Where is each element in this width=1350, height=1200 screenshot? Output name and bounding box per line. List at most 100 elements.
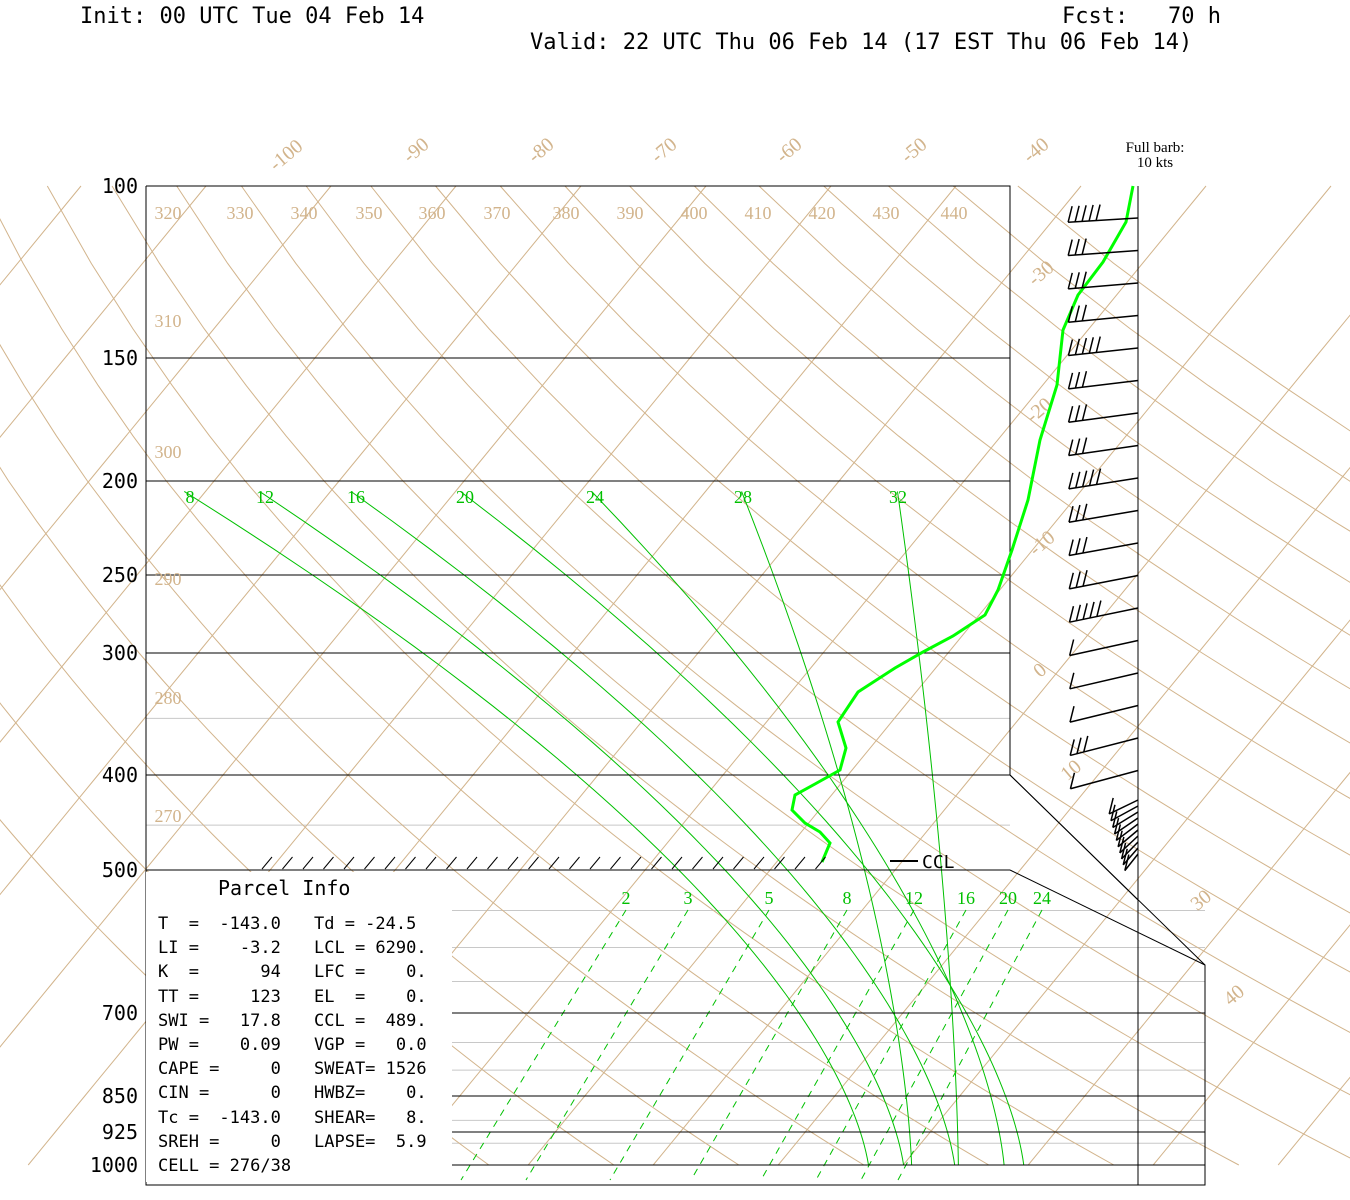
isotherm-line: [1027, 771, 1350, 1166]
parcel-info-left: CAPE = 0: [158, 1059, 281, 1080]
parcel-info-left: PW = 0.09: [158, 1035, 281, 1055]
dry-adiabat-line: [499, 185, 1350, 856]
isotherm-line: [1152, 924, 1350, 1166]
frame-edge: [1009, 774, 1139, 901]
isotherm-label: 40: [1219, 981, 1248, 1011]
parcel-info-left: TT = 123: [158, 986, 281, 1007]
wind-barb: [1119, 835, 1139, 854]
hatch-mark: [692, 856, 703, 870]
theta-label: 330: [227, 203, 254, 223]
hatch-mark: [794, 856, 806, 870]
hatch-mark: [261, 856, 273, 870]
mixing-ratio-label: 24: [1033, 888, 1051, 908]
parcel-info-right: LAPSE= 5.9: [314, 1131, 427, 1152]
dry-adiabat-line: [823, 185, 1350, 583]
moist-adiabat-line: [184, 490, 869, 1166]
isotherm-label: -100: [265, 135, 307, 175]
wind-barb: [1068, 639, 1139, 657]
mixing-ratio-line: [760, 909, 915, 1181]
wind-barb: [1069, 704, 1139, 723]
moist-adiabat-label: 20: [456, 487, 474, 507]
pressure-label: 400: [102, 763, 138, 787]
hatch-mark: [323, 856, 334, 870]
moist-adiabat-label: 12: [256, 487, 274, 507]
moist-adiabat-line: [459, 491, 1025, 1166]
mixing-ratio-label: 5: [765, 888, 774, 908]
hatch-mark: [343, 856, 355, 870]
theta-label: 370: [484, 203, 511, 223]
parcel-info-left: CELL = 276/38: [158, 1156, 292, 1176]
mixing-ratio-label: 3: [684, 888, 693, 908]
mixing-ratio-line: [460, 909, 627, 1181]
theta-label: 310: [155, 311, 182, 331]
isotherm-label: -10: [1025, 526, 1060, 560]
theta-label: 390: [617, 203, 644, 223]
theta-label: 280: [155, 688, 182, 708]
isotherm-label: 0: [1029, 659, 1051, 682]
valid-time: Valid: 22 UTC Thu 06 Feb 14 (17 EST Thu …: [530, 30, 1193, 55]
hatch-mark: [405, 856, 416, 870]
dry-adiabat-line: [305, 185, 1350, 1034]
isotherm-label: -20: [1022, 393, 1057, 427]
isotherm-label: -40: [1019, 133, 1054, 167]
wind-barb: [1122, 847, 1139, 866]
pressure-label: 200: [102, 469, 138, 493]
hatch-mark: [651, 856, 662, 870]
pressure-label: 500: [102, 858, 138, 882]
moist-adiabat-line: [350, 490, 956, 1166]
hatch-mark: [671, 856, 683, 870]
dry-adiabat-line: [888, 185, 1350, 532]
isotherm-line: [1277, 1076, 1350, 1166]
mixing-ratio-label: 8: [843, 888, 852, 908]
hatch-mark: [446, 856, 457, 870]
hatch-mark: [815, 856, 826, 870]
wind-barb: [1068, 536, 1139, 557]
barb-legend-line2: 10 kts: [1137, 155, 1173, 171]
parcel-info-title: Parcel Info: [218, 876, 351, 900]
wind-barb: [1124, 853, 1139, 872]
moist-adiabat-line: [591, 491, 1005, 1166]
wind-barb: [1067, 404, 1139, 423]
parcel-info-right: HWBZ= 0.: [314, 1083, 427, 1104]
isotherm-label: -90: [399, 133, 434, 167]
wind-barb: [1120, 841, 1139, 860]
theta-label: 290: [155, 569, 182, 589]
dry-adiabat-line: [629, 185, 1350, 744]
theta-label: 300: [155, 442, 182, 462]
hatch-mark: [712, 856, 724, 870]
hatch-mark: [282, 856, 293, 870]
parcel-info-left: CIN = 0: [158, 1083, 281, 1104]
wind-barb: [1068, 468, 1139, 490]
pressure-label: 700: [102, 1001, 138, 1025]
theta-label: 270: [155, 806, 182, 826]
moist-adiabat-label: 28: [734, 487, 752, 507]
moist-adiabat-line: [259, 490, 905, 1166]
mixing-ratio-line: [897, 909, 1043, 1181]
wind-barb: [1068, 600, 1139, 623]
frame-edge: [1009, 869, 1206, 966]
wind-barb: [1067, 238, 1139, 257]
hatch-mark: [425, 856, 437, 870]
theta-label: 380: [553, 203, 580, 223]
pressure-label: 250: [102, 563, 138, 587]
hatch-mark: [548, 856, 560, 870]
hatch-mark: [733, 856, 744, 870]
wind-barb: [1067, 437, 1139, 457]
barb-legend-line1: Full barb:: [1126, 140, 1185, 156]
mixing-ratio-label: 12: [905, 888, 923, 908]
parcel-info-right: SHEAR= 8.: [314, 1107, 427, 1128]
pressure-label: 300: [102, 641, 138, 665]
parcel-info-left: Tc = -143.0: [158, 1107, 281, 1128]
theta-label: 410: [745, 203, 772, 223]
isotherm-line: [0, 185, 332, 591]
moist-adiabat-line: [741, 491, 913, 1166]
wind-barb: [1067, 204, 1139, 223]
hatch-mark: [569, 856, 580, 870]
isotherm-line: [0, 185, 457, 743]
parcel-info-box: Parcel Info T = -143.0 Td = -24.5 LI = -3.…: [146, 872, 452, 1182]
parcel-info-right: Td = -24.5: [314, 914, 417, 934]
parcel-info-right: CCL = 489.: [314, 1010, 427, 1031]
theta-label: 420: [809, 203, 836, 223]
hatch-mark: [302, 856, 314, 870]
mixing-ratio-line: [609, 909, 770, 1181]
